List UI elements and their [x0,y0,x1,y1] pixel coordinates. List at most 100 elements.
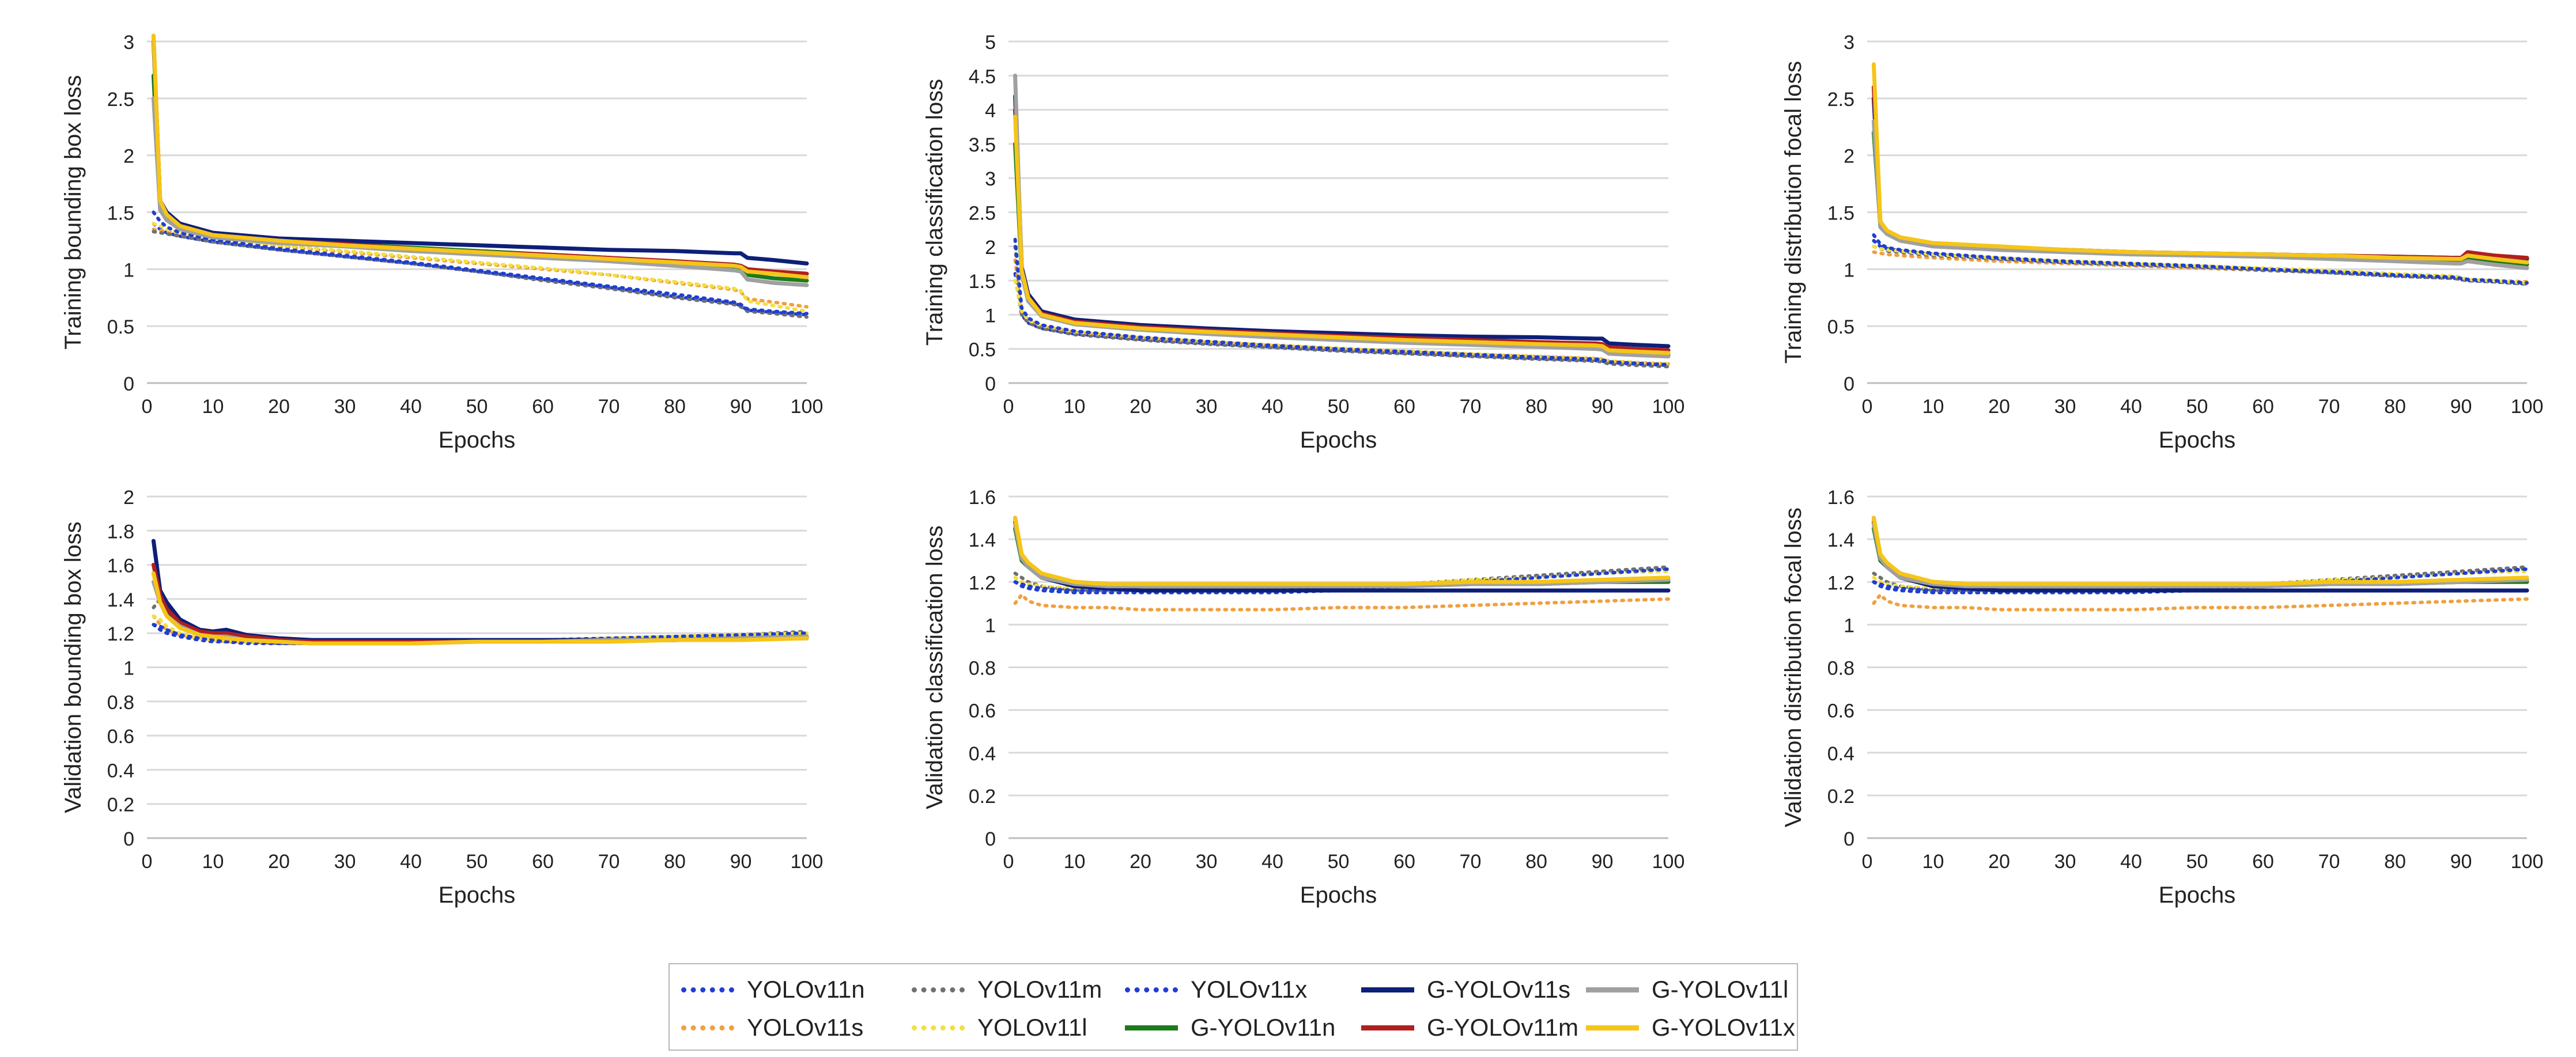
series-line-g-yolov11x [1013,516,1671,586]
series-line-g-yolov11x [1871,516,2529,586]
x-axis-title: Epochs [439,427,515,453]
y-tick-label: 1.2 [969,572,996,594]
x-tick-label: 30 [2054,851,2076,873]
legend-label: G-YOLOv11l [1652,976,1789,1003]
x-tick-label: 70 [1460,396,1482,418]
x-tick-label: 60 [2252,396,2274,418]
y-tick-label: 0.6 [1827,700,1854,722]
x-tick-label: 10 [1064,396,1086,418]
x-tick-label: 80 [1525,396,1547,418]
x-tick-label: 70 [2318,851,2340,873]
x-axis-title: Epochs [2159,882,2235,908]
y-tick-label: 1 [985,615,996,637]
x-axis-title: Epochs [2159,427,2235,453]
y-tick-label: 0.4 [969,743,996,765]
chart-training-bbox-loss: 00.511.522.530 10 20 30 40 50 60 70 80 90 100Epoch… [61,32,823,453]
y-tick-label: 3.5 [969,134,996,156]
series-line-g-yolov11m [151,563,809,644]
y-tick-label: 3 [985,168,996,190]
x-axis-title: Epochs [1300,427,1377,453]
y-tick-label: 0.2 [1827,786,1854,808]
x-tick-label: 90 [730,851,752,873]
y-axis-title: Training classification loss [922,79,947,346]
x-tick-label: 50 [2186,851,2208,873]
legend-item: YOLOv11m [912,973,1102,1006]
x-tick-label: 30 [2054,396,2076,418]
y-tick-label: 1.2 [1827,572,1854,594]
legend-swatch-g-yolov11n [1125,1025,1178,1031]
x-tick-label: 0 [1003,396,1014,418]
x-tick-label: 0 [142,396,153,418]
y-tick-label: 0.6 [969,700,996,722]
x-tick-label: 40 [2120,396,2142,418]
legend-label: YOLOv11n [747,976,865,1003]
x-tick-label: 100 [2511,396,2544,418]
x-tick-label: 30 [334,396,356,418]
y-axis-title: Validation bounding box loss [61,521,86,813]
series-line-yolov11x [1013,567,1670,593]
legend-swatch-g-yolov11s [1361,987,1414,992]
y-tick-label: 1.2 [107,623,134,645]
x-tick-label: 100 [1652,851,1685,873]
y-tick-label: 0.8 [107,692,134,714]
y-tick-label: 1 [123,658,134,680]
y-tick-label: 2.5 [1827,89,1854,111]
legend-swatch-g-yolov11x [1586,1025,1639,1031]
chart-validation-bbox-loss: 00.20.40.60.811.21.41.61.820 10 20 30 40 50 60… [61,487,823,908]
y-tick-label: 3 [123,32,134,54]
legend-label: G-YOLOv11n [1191,1014,1336,1041]
y-tick-label: 5 [985,32,996,54]
legend-item: YOLOv11x [1125,973,1307,1006]
legend-label: G-YOLOv11x [1652,1014,1795,1041]
x-tick-label: 70 [598,396,620,418]
y-tick-label: 4.5 [969,66,996,88]
y-axis-title: Training distribution focal loss [1781,61,1806,363]
y-tick-label: 1.4 [107,589,134,611]
series-line-g-yolov11n [151,73,809,283]
x-tick-label: 0 [142,851,153,873]
x-tick-label: 40 [1261,396,1283,418]
series-line-g-yolov11l [151,96,809,287]
x-tick-label: 20 [268,851,290,873]
x-tick-label: 100 [791,396,824,418]
x-tick-label: 80 [2384,396,2406,418]
legend-label: YOLOv11s [747,1014,864,1041]
legend-label: G-YOLOv11s [1427,976,1570,1003]
x-tick-label: 50 [1328,851,1350,873]
x-tick-label: 50 [466,851,488,873]
y-tick-label: 1.5 [107,203,134,225]
y-tick-label: 0.8 [969,658,996,680]
y-tick-label: 1.4 [969,529,996,551]
legend-item: G-YOLOv11m [1361,1011,1578,1044]
series-line-g-yolov11l [1871,522,2529,589]
y-tick-label: 0 [985,828,996,850]
legend-swatch-yolov11s [681,1025,734,1031]
x-tick-label: 10 [202,396,224,418]
y-axis-title: Training bounding box loss [61,75,86,350]
series-line-g-yolov11x [1871,62,2529,264]
y-tick-label: 0.5 [107,316,134,338]
x-tick-label: 10 [1064,851,1086,873]
series-line-g-yolov11m [1871,85,2529,260]
x-tick-label: 100 [1652,396,1685,418]
series-line-g-yolov11x [1013,115,1671,355]
x-tick-label: 40 [2120,851,2142,873]
x-tick-label: 20 [268,396,290,418]
x-tick-label: 90 [2450,851,2472,873]
y-tick-label: 0.4 [1827,743,1854,765]
x-tick-label: 20 [1988,396,2010,418]
y-tick-label: 1.6 [1827,487,1854,509]
x-tick-label: 80 [664,851,686,873]
x-tick-label: 60 [2252,851,2274,873]
y-tick-label: 0.6 [107,726,134,748]
legend-item: YOLOv11n [681,973,865,1006]
legend-item: YOLOv11s [681,1011,863,1044]
series-line-yolov11x [152,210,809,316]
x-tick-label: 10 [1922,396,1944,418]
y-tick-label: 0 [123,373,134,395]
legend-item: G-YOLOv11x [1586,1011,1795,1044]
y-tick-label: 0.8 [1827,658,1854,680]
x-tick-label: 60 [532,851,554,873]
x-tick-label: 50 [1328,396,1350,418]
x-tick-label: 100 [2511,851,2544,873]
